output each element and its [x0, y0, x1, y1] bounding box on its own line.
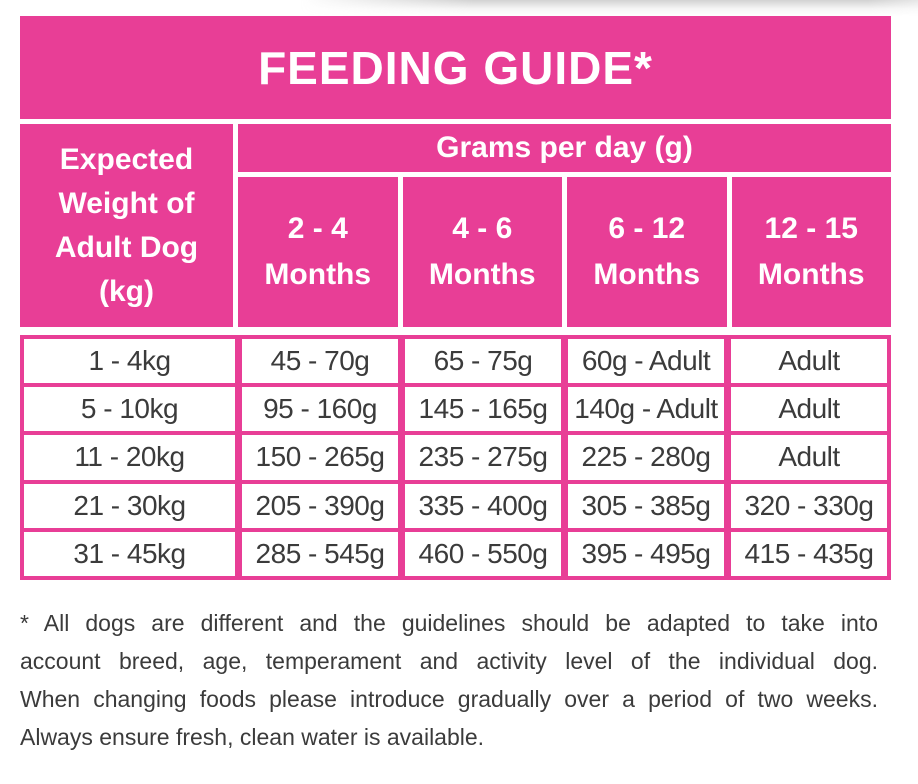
grams-value-cell: Adult [731, 387, 887, 432]
grams-value-cell: 205 - 390g [242, 483, 398, 528]
footnote: * All dogs are different and the guideli… [20, 604, 878, 756]
age-column-headers: 2 - 4 Months 4 - 6 Months 6 - 12 Months 12 - 1… [238, 177, 891, 327]
age-column-header: 6 - 12 Months [567, 177, 727, 327]
grams-value-cell: 235 - 275g [405, 435, 561, 480]
grams-value-cell: 45 - 70g [242, 339, 398, 384]
grams-value-cell: 305 - 385g [568, 483, 724, 528]
age-range-label: 6 - 12 [608, 212, 686, 245]
grams-value-cell: 225 - 280g [568, 435, 724, 480]
weight-cell: 1 - 4kg [24, 339, 235, 384]
weight-header-line: Adult Dog [54, 230, 199, 264]
grams-value-cell: 140g - Adult [568, 387, 724, 432]
age-column-header: 2 - 4 Months [238, 177, 398, 327]
footnote-line: account breed, age, temperament and acti… [20, 648, 878, 674]
weight-header-line: Weight of [58, 186, 195, 220]
footnote-line: * All dogs are different and the guideli… [20, 610, 878, 636]
grams-value-cell: 95 - 160g [242, 387, 398, 432]
age-unit-label: Months [264, 258, 372, 291]
weight-cell: 5 - 10kg [24, 387, 235, 432]
grams-value-cell: 320 - 330g [731, 483, 887, 528]
grams-value-cell: 150 - 265g [242, 435, 398, 480]
age-column-header: 12 - 15 Months [731, 177, 891, 327]
age-unit-label: Months [593, 258, 701, 291]
grams-value-cell: 60g - Adult [568, 339, 724, 384]
grams-value-cell: 415 - 435g [731, 531, 887, 576]
grams-value-cell: 65 - 75g [405, 339, 561, 384]
grams-value-cell: 460 - 550g [405, 531, 561, 576]
page-title: FEEDING GUIDE* [258, 41, 653, 94]
top-edge-shadow [300, 0, 918, 16]
weight-cell: 11 - 20kg [24, 435, 235, 480]
age-range-label: 12 - 15 [764, 212, 858, 245]
age-unit-label: Months [428, 258, 536, 291]
age-range-label: 4 - 6 [452, 212, 513, 245]
grams-value-cell: 395 - 495g [568, 531, 724, 576]
age-unit-label: Months [757, 258, 865, 291]
feeding-table-body: 1 - 4kg 45 - 70g 65 - 75g 60g - Adult Adult 5… [20, 335, 891, 580]
age-range-label: 2 - 4 [287, 212, 348, 245]
feeding-guide-title-banner: FEEDING GUIDE* [20, 16, 891, 119]
weight-cell: 31 - 45kg [24, 531, 235, 576]
weight-header-line: (kg) [99, 274, 154, 308]
grams-per-day-header: Grams per day (g) [238, 124, 891, 172]
grams-value-cell: 285 - 545g [242, 531, 398, 576]
weight-column-header: Expected Weight of Adult Dog (kg) [20, 124, 233, 327]
grams-value-cell: Adult [731, 339, 887, 384]
grams-value-cell: 145 - 165g [405, 387, 561, 432]
footnote-line: Always ensure fresh, clean water is avai… [20, 724, 485, 750]
footnote-line: When changing foods please introduce gra… [20, 686, 878, 712]
weight-cell: 21 - 30kg [24, 483, 235, 528]
grams-value-cell: Adult [731, 435, 887, 480]
age-column-header: 4 - 6 Months [402, 177, 562, 327]
grams-value-cell: 335 - 400g [405, 483, 561, 528]
weight-header-line: Expected [59, 142, 194, 176]
